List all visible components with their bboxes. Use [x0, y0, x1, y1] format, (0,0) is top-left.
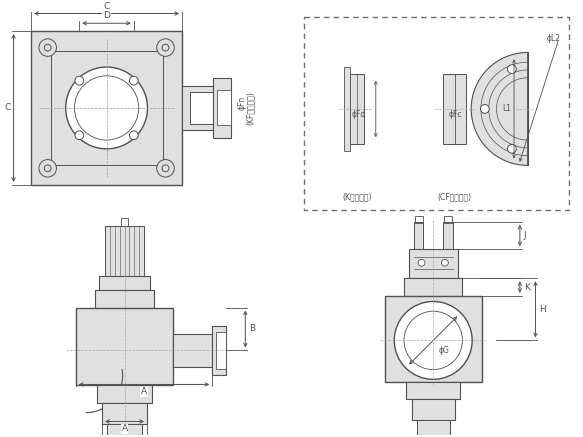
Text: C: C: [103, 2, 110, 10]
Bar: [31, 31, 182, 185]
Bar: [343, 67, 350, 151]
Bar: [444, 216, 452, 223]
Text: ϕFd: ϕFd: [351, 110, 366, 119]
Text: A: A: [121, 424, 128, 434]
Text: A: A: [141, 387, 147, 396]
Bar: [212, 326, 226, 375]
Text: (KFフランジ): (KFフランジ): [245, 91, 254, 125]
Bar: [105, 226, 144, 276]
Circle shape: [157, 39, 174, 56]
Bar: [121, 218, 128, 226]
Bar: [385, 296, 482, 382]
Circle shape: [157, 160, 174, 177]
Bar: [97, 385, 152, 403]
Bar: [217, 90, 231, 125]
Bar: [107, 424, 142, 437]
Bar: [350, 74, 364, 144]
Text: D: D: [103, 11, 110, 21]
Bar: [216, 332, 226, 369]
Bar: [182, 86, 213, 130]
Bar: [420, 436, 446, 437]
Bar: [99, 276, 150, 290]
Bar: [173, 334, 212, 367]
Text: L1: L1: [502, 104, 511, 114]
Bar: [417, 420, 449, 436]
Bar: [443, 74, 466, 144]
Circle shape: [75, 131, 84, 139]
Text: (CFフランジ): (CFフランジ): [438, 192, 472, 201]
Text: (Kフランジ): (Kフランジ): [343, 192, 372, 201]
Text: ϕL2: ϕL2: [547, 35, 561, 43]
Circle shape: [441, 259, 448, 266]
Circle shape: [75, 76, 84, 85]
Bar: [190, 92, 215, 124]
Bar: [51, 51, 163, 165]
Circle shape: [480, 104, 489, 113]
Circle shape: [129, 131, 138, 139]
Circle shape: [39, 39, 57, 56]
Bar: [102, 403, 147, 424]
Circle shape: [508, 144, 517, 153]
Bar: [412, 399, 455, 420]
Text: ϕG: ϕG: [439, 346, 450, 355]
Text: J: J: [524, 231, 526, 240]
Bar: [87, 88, 126, 128]
Bar: [404, 278, 462, 296]
Text: ϕFc: ϕFc: [449, 110, 462, 119]
Bar: [213, 78, 231, 138]
Bar: [406, 382, 461, 399]
Circle shape: [129, 76, 138, 85]
Bar: [414, 222, 423, 249]
Bar: [409, 249, 458, 278]
Bar: [443, 222, 452, 249]
Text: B: B: [249, 324, 255, 333]
Text: C: C: [5, 104, 10, 112]
Circle shape: [508, 65, 517, 73]
Circle shape: [39, 160, 57, 177]
Wedge shape: [471, 52, 528, 165]
Circle shape: [418, 259, 425, 266]
Text: ϕFn: ϕFn: [237, 96, 247, 110]
Text: K: K: [524, 283, 529, 291]
Circle shape: [394, 302, 472, 379]
Bar: [96, 290, 154, 308]
Circle shape: [66, 67, 147, 149]
Text: H: H: [539, 305, 546, 314]
Bar: [415, 216, 423, 223]
Bar: [76, 308, 173, 385]
Bar: [304, 17, 568, 210]
